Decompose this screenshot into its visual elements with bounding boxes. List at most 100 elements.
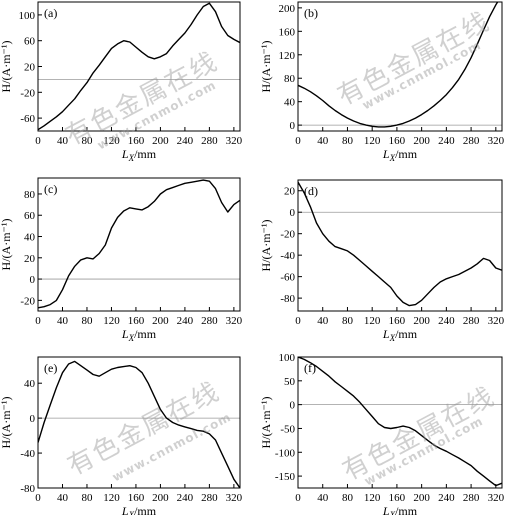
x-tick-label: 120 bbox=[364, 135, 381, 147]
plot-frame bbox=[297, 356, 503, 489]
y-tick-label: 200 bbox=[279, 3, 296, 15]
y-tick-label: -20 bbox=[20, 87, 35, 99]
y-tick-label: 100 bbox=[279, 352, 296, 364]
y-tick-label: 0 bbox=[290, 207, 296, 219]
x-tick-label: 80 bbox=[81, 492, 93, 504]
x-tick-label: 320 bbox=[488, 135, 505, 147]
x-tick-label: 240 bbox=[177, 315, 194, 327]
x-tick-label: 240 bbox=[438, 315, 455, 327]
y-tick-label: 0 bbox=[290, 400, 296, 412]
x-tick-label: 320 bbox=[226, 315, 243, 327]
panel-tag: (f) bbox=[304, 361, 316, 375]
plot-frame bbox=[37, 1, 241, 132]
x-tick-label: 160 bbox=[128, 492, 145, 504]
x-tick-label: 40 bbox=[57, 492, 69, 504]
y-tick-label: -60 bbox=[20, 113, 35, 125]
x-tick-label: 280 bbox=[463, 492, 480, 504]
y-tick-label: 0 bbox=[30, 413, 36, 425]
y-tick-label: 60 bbox=[24, 36, 36, 48]
x-axis-label: LX/mm bbox=[121, 147, 157, 163]
x-tick-label: 80 bbox=[81, 315, 93, 327]
x-tick-label: 40 bbox=[57, 315, 69, 327]
x-tick-label: 200 bbox=[152, 135, 169, 147]
y-tick-label: 20 bbox=[24, 62, 36, 74]
x-tick-label: 320 bbox=[226, 135, 243, 147]
x-axis-label: LX/mm bbox=[121, 504, 157, 515]
y-tick-label: -80 bbox=[20, 483, 35, 495]
x-tick-label: 160 bbox=[128, 135, 145, 147]
y-tick-label: 40 bbox=[24, 378, 36, 390]
y-tick-label: 120 bbox=[279, 50, 296, 62]
series-line bbox=[298, 357, 502, 487]
x-axis-label: LX/mm bbox=[121, 327, 157, 343]
x-tick-label: 0 bbox=[295, 315, 301, 327]
x-tick-label: 0 bbox=[35, 135, 41, 147]
x-tick-label: 320 bbox=[488, 315, 505, 327]
y-tick-label: -60 bbox=[280, 272, 295, 284]
x-tick-label: 0 bbox=[35, 315, 41, 327]
y-tick-label: 80 bbox=[284, 73, 296, 85]
chart-panel-5: 0 40 80 120 160 200 240 280 320 -80 -40 0 40 (e) LX/mm… bbox=[0, 356, 243, 515]
x-tick-label: 120 bbox=[364, 492, 381, 504]
y-axis-label: H/(A·m⁻¹) bbox=[0, 397, 13, 449]
x-tick-label: 80 bbox=[342, 492, 354, 504]
x-axis-label: LX/mm bbox=[382, 504, 418, 515]
x-tick-label: 240 bbox=[177, 492, 194, 504]
x-tick-label: 200 bbox=[152, 315, 169, 327]
x-axis-label: LX/mm bbox=[382, 147, 418, 163]
y-tick-label: 40 bbox=[24, 232, 36, 244]
y-tick-label: 0 bbox=[290, 120, 296, 132]
x-tick-label: 160 bbox=[389, 135, 406, 147]
y-tick-label: -40 bbox=[20, 448, 35, 460]
y-tick-label: 60 bbox=[24, 210, 36, 222]
x-tick-label: 0 bbox=[295, 135, 301, 147]
x-tick-label: 200 bbox=[152, 492, 169, 504]
panel-tag: (c) bbox=[44, 182, 57, 196]
x-tick-label: 120 bbox=[103, 135, 120, 147]
x-tick-label: 200 bbox=[413, 135, 430, 147]
series-line bbox=[38, 2, 240, 131]
y-axis-label: H/(A·m⁻¹) bbox=[0, 219, 13, 271]
y-axis-label: H/(A·m⁻¹) bbox=[259, 220, 273, 272]
x-tick-label: 80 bbox=[342, 135, 354, 147]
x-tick-label: 120 bbox=[103, 492, 120, 504]
x-tick-label: 200 bbox=[413, 315, 430, 327]
chart-panel-6: 0 40 80 120 160 200 240 280 320 -150 -100 -50 0 50 100… bbox=[259, 352, 505, 515]
series-line bbox=[298, 2, 499, 128]
x-tick-label: 120 bbox=[103, 315, 120, 327]
y-tick-label: 80 bbox=[24, 189, 36, 201]
series-line bbox=[38, 360, 240, 488]
plot-frame bbox=[297, 179, 503, 312]
y-tick-label: -20 bbox=[280, 229, 295, 241]
y-tick-label: -80 bbox=[280, 293, 295, 305]
y-axis-label: H/(A·m⁻¹) bbox=[0, 41, 13, 93]
y-axis-label: H/(A·m⁻¹) bbox=[259, 397, 273, 449]
x-tick-label: 40 bbox=[317, 492, 329, 504]
panel-tag: (e) bbox=[44, 361, 57, 375]
chart-panel-4: 0 40 80 120 160 200 240 280 320 -80 -60 -40 -20 0 20 (d… bbox=[259, 179, 505, 343]
x-tick-label: 40 bbox=[57, 135, 69, 147]
plot-frame bbox=[37, 177, 241, 312]
y-tick-label: 40 bbox=[284, 97, 296, 109]
x-tick-label: 0 bbox=[295, 492, 301, 504]
panel-tag: (b) bbox=[304, 6, 318, 20]
x-tick-label: 0 bbox=[35, 492, 41, 504]
y-tick-label: 160 bbox=[279, 26, 296, 38]
x-tick-label: 80 bbox=[81, 135, 93, 147]
x-tick-label: 280 bbox=[201, 135, 218, 147]
y-tick-label: -40 bbox=[280, 250, 295, 262]
x-tick-label: 280 bbox=[201, 315, 218, 327]
x-tick-label: 80 bbox=[342, 315, 354, 327]
x-tick-label: 280 bbox=[201, 492, 218, 504]
x-tick-label: 280 bbox=[463, 315, 480, 327]
y-tick-label: 20 bbox=[24, 253, 36, 265]
chart-panel-1: 0 40 80 120 160 200 240 280 320 -60 -20 20 60 100 (a) L… bbox=[0, 1, 243, 163]
plot-frame bbox=[37, 356, 241, 489]
y-tick-label: -50 bbox=[280, 423, 295, 435]
x-tick-label: 160 bbox=[389, 315, 406, 327]
y-tick-label: -150 bbox=[275, 471, 296, 483]
y-tick-label: 100 bbox=[19, 10, 36, 22]
x-tick-label: 200 bbox=[413, 492, 430, 504]
x-tick-label: 240 bbox=[438, 135, 455, 147]
